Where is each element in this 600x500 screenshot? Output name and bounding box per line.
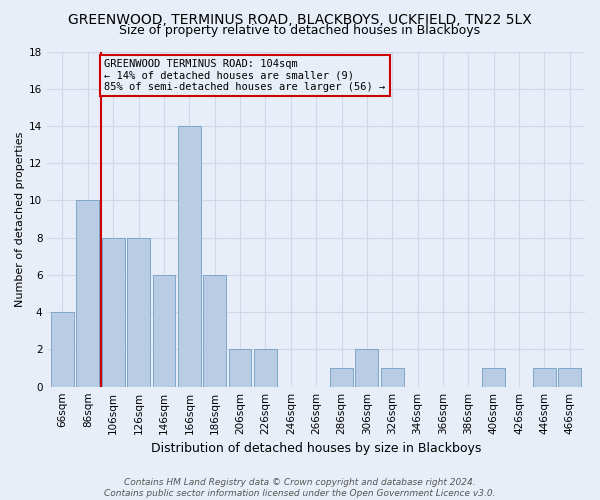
Bar [178,126,201,386]
Bar [381,368,404,386]
Text: Contains HM Land Registry data © Crown copyright and database right 2024.
Contai: Contains HM Land Registry data © Crown c… [104,478,496,498]
Bar [203,275,226,386]
Bar [533,368,556,386]
Bar [127,238,150,386]
X-axis label: Distribution of detached houses by size in Blackboys: Distribution of detached houses by size … [151,442,481,455]
Bar [102,238,125,386]
Bar [355,350,378,387]
Text: GREENWOOD TERMINUS ROAD: 104sqm
← 14% of detached houses are smaller (9)
85% of : GREENWOOD TERMINUS ROAD: 104sqm ← 14% of… [104,59,386,92]
Bar [559,368,581,386]
Text: Size of property relative to detached houses in Blackboys: Size of property relative to detached ho… [119,24,481,37]
Y-axis label: Number of detached properties: Number of detached properties [15,132,25,307]
Bar [482,368,505,386]
Text: GREENWOOD, TERMINUS ROAD, BLACKBOYS, UCKFIELD, TN22 5LX: GREENWOOD, TERMINUS ROAD, BLACKBOYS, UCK… [68,12,532,26]
Bar [51,312,74,386]
Bar [330,368,353,386]
Bar [254,350,277,387]
Bar [152,275,175,386]
Bar [76,200,99,386]
Bar [229,350,251,387]
